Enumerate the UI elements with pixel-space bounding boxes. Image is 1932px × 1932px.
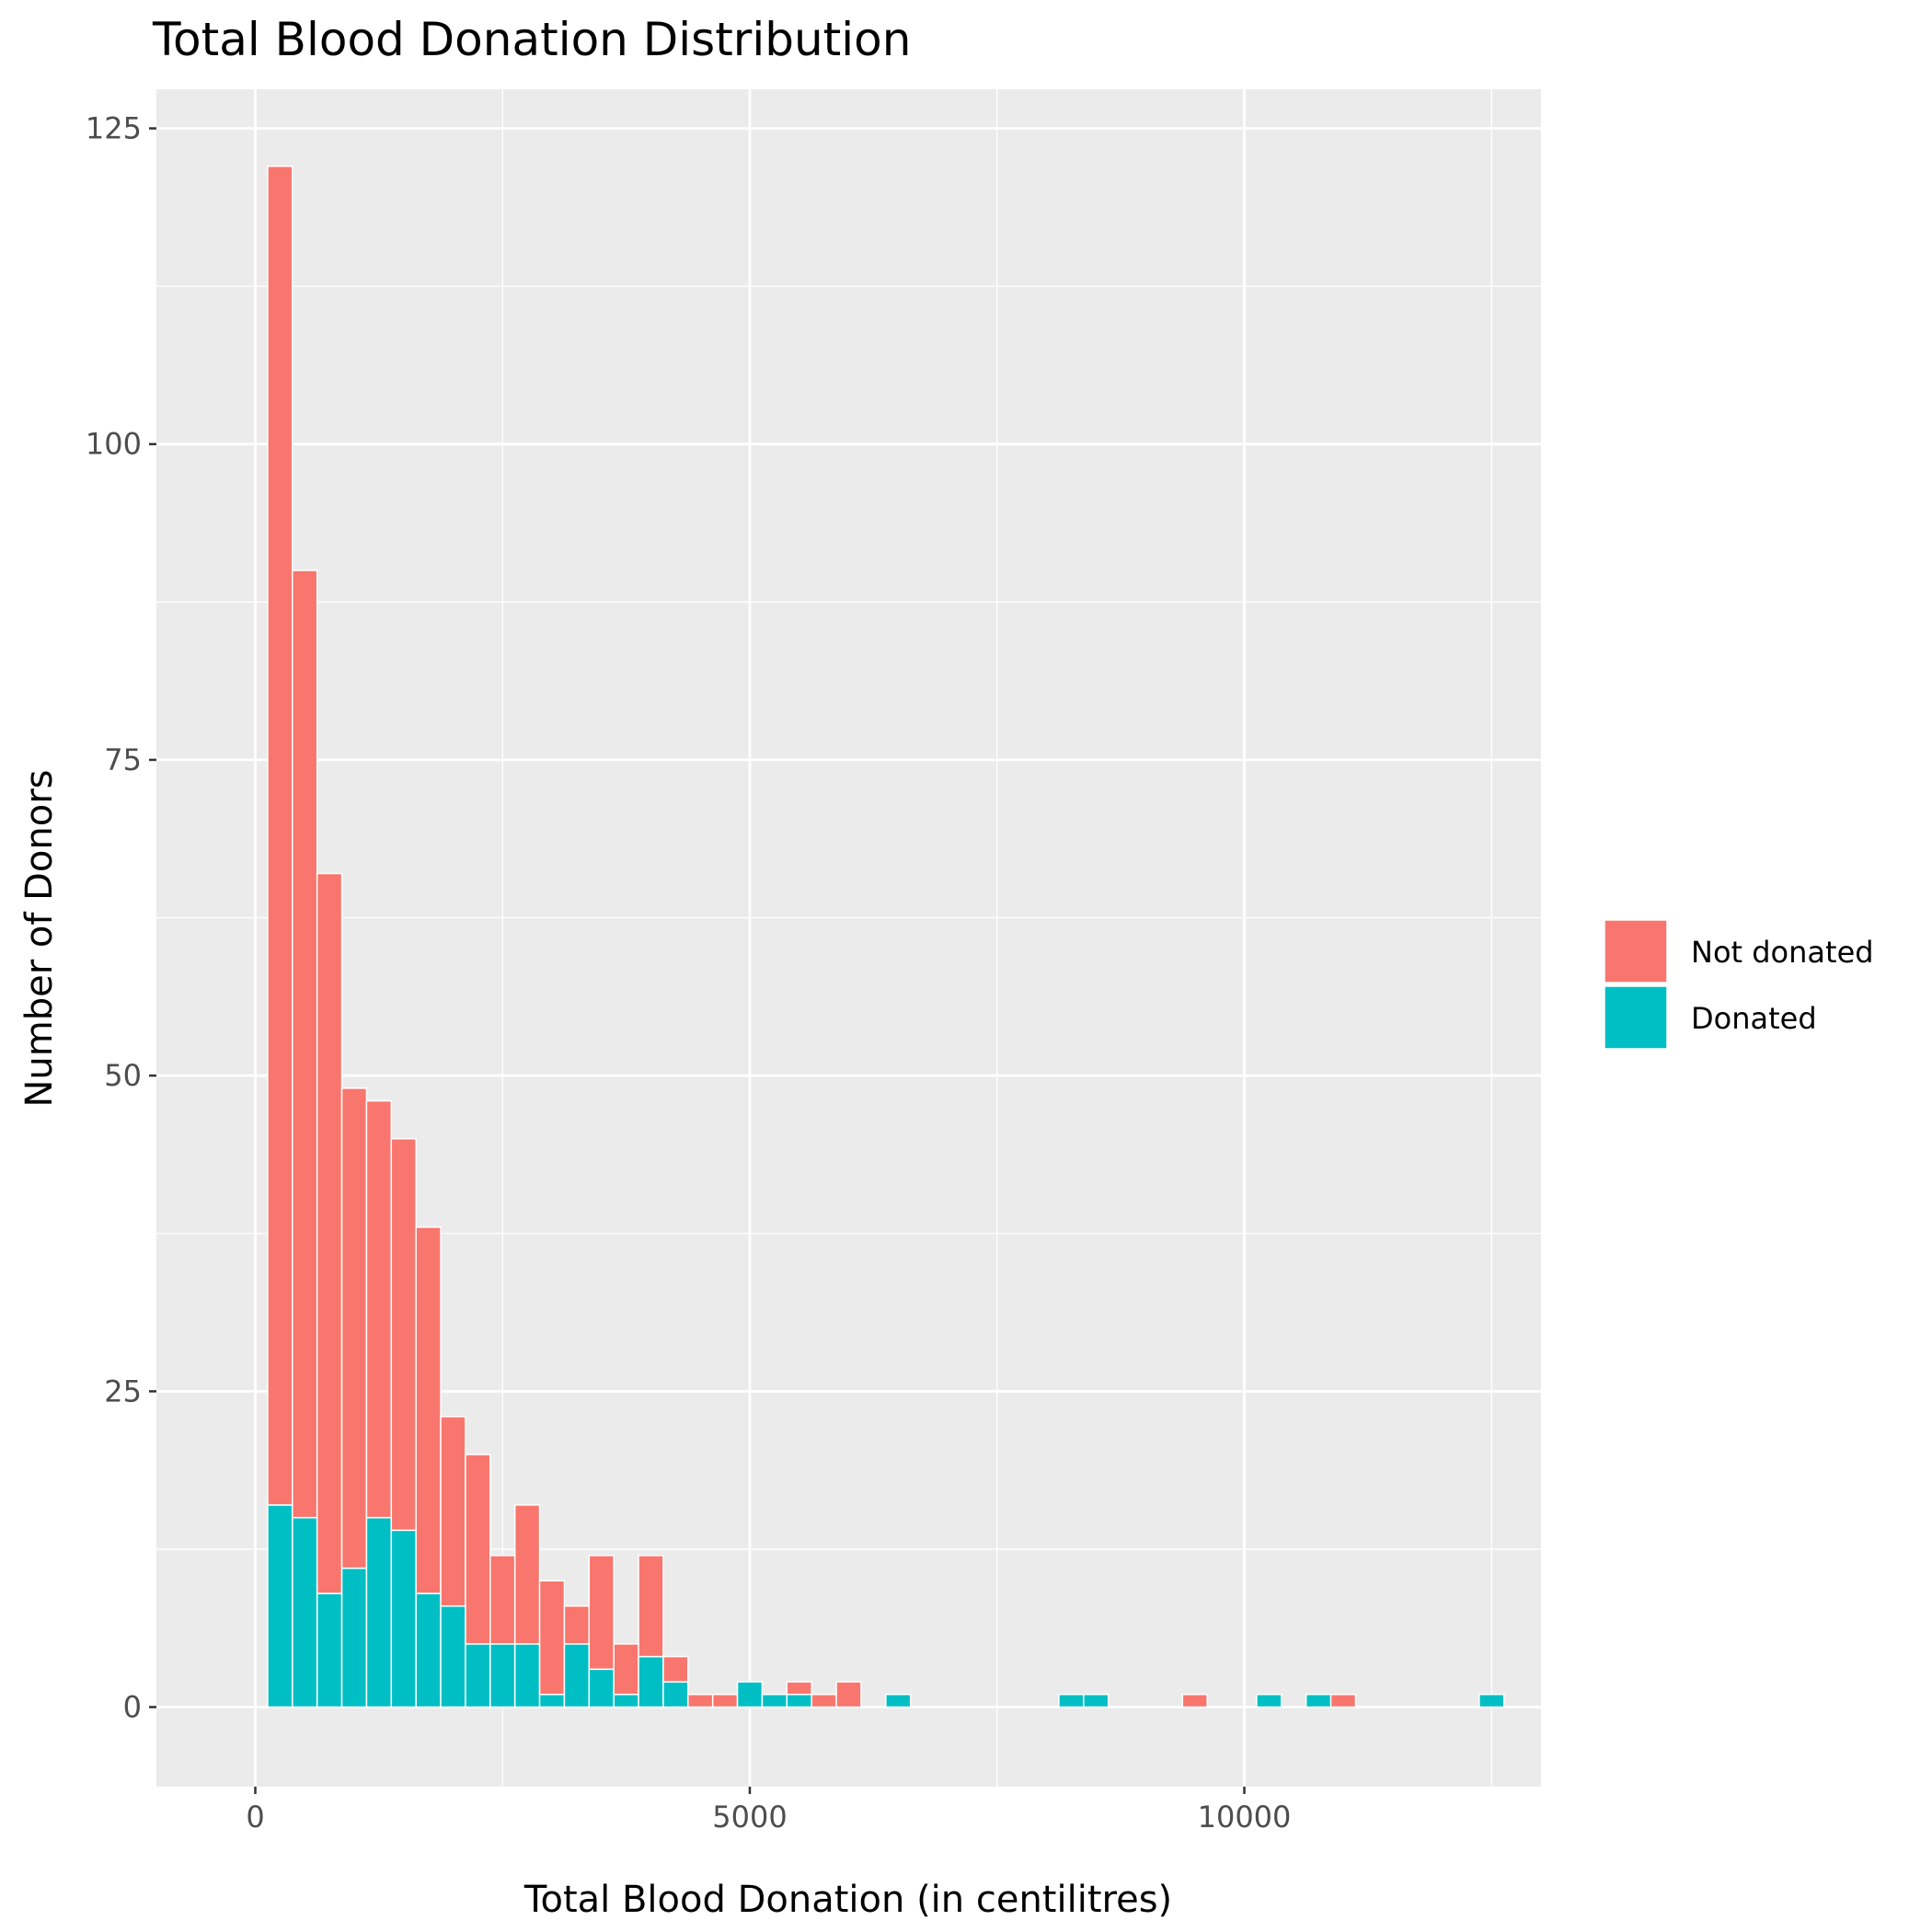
bar-not-donated <box>638 1555 664 1658</box>
bar-donated <box>662 1681 689 1708</box>
bar-donated <box>513 1643 541 1708</box>
bar-donated <box>440 1604 466 1708</box>
bar-donated <box>365 1516 393 1708</box>
bar-not-donated <box>513 1504 541 1645</box>
y-tick-label: 50 <box>104 1058 142 1093</box>
bar-not-donated <box>365 1099 393 1519</box>
bar-not-donated <box>316 872 343 1594</box>
bar-donated <box>736 1681 764 1708</box>
bar-not-donated <box>835 1681 862 1708</box>
bar-donated <box>885 1694 912 1708</box>
bar-donated <box>538 1694 566 1708</box>
y-tick-label: 25 <box>104 1374 142 1409</box>
x-axis: 0 5000 10000 <box>246 1787 1291 1834</box>
bar-not-donated <box>711 1694 739 1708</box>
bar-donated <box>415 1593 442 1708</box>
bar-not-donated <box>1329 1694 1357 1708</box>
legend-key-not-donated <box>1604 919 1668 983</box>
y-tick-label: 0 <box>123 1690 142 1725</box>
bar-not-donated <box>465 1454 491 1645</box>
y-axis: 0 25 50 75 100 125 <box>86 111 156 1725</box>
bar-donated <box>1058 1694 1085 1708</box>
bar-not-donated <box>588 1555 615 1671</box>
y-axis-title: Number of Donors <box>18 769 61 1107</box>
bar-donated <box>786 1694 812 1708</box>
bars <box>267 165 1505 1708</box>
bar-not-donated <box>267 165 293 1506</box>
bar-donated <box>1305 1694 1332 1708</box>
bar-not-donated <box>292 569 318 1519</box>
bar-donated <box>316 1593 343 1708</box>
grid-major <box>156 89 1541 1787</box>
y-tick-label: 125 <box>86 111 142 146</box>
x-tick-label: 5000 <box>712 1800 787 1834</box>
bar-not-donated <box>340 1087 368 1570</box>
bar-not-donated <box>390 1138 417 1532</box>
bar-not-donated <box>489 1555 516 1645</box>
bar-not-donated <box>415 1226 442 1594</box>
bar-donated <box>1256 1694 1282 1708</box>
bar-donated <box>613 1694 639 1708</box>
bar-donated <box>638 1655 664 1708</box>
bar-donated <box>761 1694 788 1708</box>
bar-donated <box>390 1529 417 1708</box>
bar-not-donated <box>563 1604 591 1645</box>
bar-donated <box>1083 1694 1110 1708</box>
bar-not-donated <box>1181 1694 1208 1708</box>
y-tick-label: 75 <box>104 742 142 777</box>
bar-not-donated <box>786 1681 812 1696</box>
bar-not-donated <box>662 1655 689 1683</box>
legend: Not donated Donated <box>1604 919 1874 1050</box>
x-tick-label: 0 <box>246 1800 264 1834</box>
legend-label: Not donated <box>1691 935 1874 970</box>
bar-donated <box>489 1643 516 1708</box>
bar-donated <box>340 1567 368 1708</box>
chart-title: Total Blood Donation Distribution <box>152 13 911 66</box>
bar-donated <box>563 1643 591 1708</box>
bar-donated <box>1478 1694 1505 1708</box>
bar-not-donated <box>613 1643 639 1696</box>
bar-donated <box>292 1516 318 1708</box>
bar-not-donated <box>687 1694 714 1708</box>
legend-key-donated <box>1604 985 1668 1050</box>
bar-donated <box>267 1504 293 1708</box>
x-axis-title: Total Blood Donation (in centilitres) <box>523 1879 1172 1921</box>
bar-donated <box>588 1668 615 1708</box>
y-tick-label: 100 <box>86 427 142 462</box>
bar-not-donated <box>538 1580 566 1696</box>
legend-label: Donated <box>1691 1001 1817 1036</box>
bar-not-donated <box>440 1416 466 1607</box>
bar-not-donated <box>811 1694 837 1708</box>
x-tick-label: 10000 <box>1198 1800 1292 1834</box>
bar-donated <box>465 1643 491 1708</box>
